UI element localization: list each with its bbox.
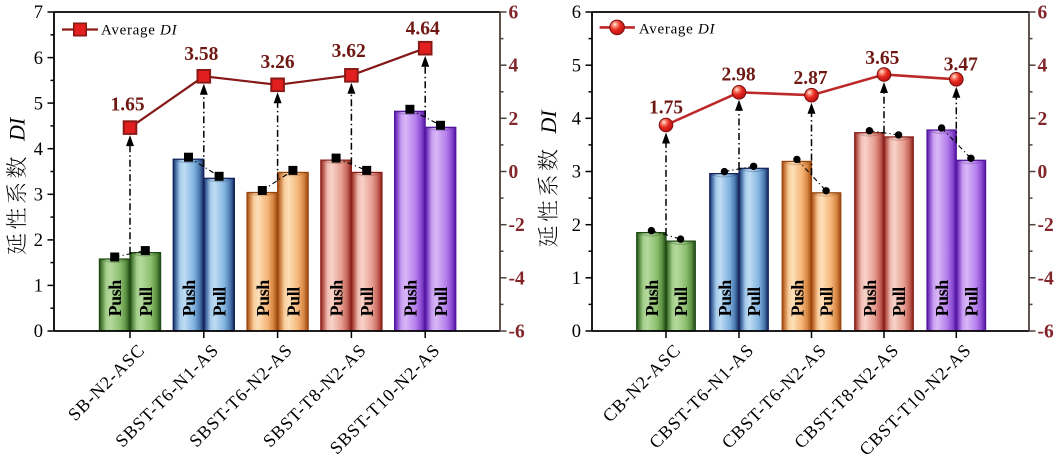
svg-text:6: 6 <box>1038 3 1048 24</box>
svg-text:3: 3 <box>572 163 581 183</box>
svg-text:2: 2 <box>572 216 581 236</box>
svg-text:1: 1 <box>572 269 581 289</box>
svg-text:-2: -2 <box>509 215 525 236</box>
svg-text:3.47: 3.47 <box>944 54 978 75</box>
svg-text:Push: Push <box>642 280 662 317</box>
svg-text:Push: Push <box>860 280 880 317</box>
svg-text:Average DI: Average DI <box>101 23 178 39</box>
svg-text:6: 6 <box>572 3 581 23</box>
svg-text:7: 7 <box>34 3 43 23</box>
svg-text:6: 6 <box>34 49 43 69</box>
svg-text:Pull: Pull <box>136 287 156 317</box>
svg-text:Push: Push <box>327 280 347 317</box>
svg-text:1.75: 1.75 <box>649 97 683 118</box>
svg-text:Push: Push <box>715 280 735 317</box>
svg-text:Push: Push <box>105 280 125 317</box>
svg-text:2.87: 2.87 <box>793 68 827 89</box>
svg-text:3.58: 3.58 <box>184 44 218 65</box>
svg-text:Push: Push <box>400 280 420 317</box>
svg-text:Pull: Pull <box>210 287 230 317</box>
svg-text:Push: Push <box>932 280 952 317</box>
svg-text:0: 0 <box>1038 162 1048 183</box>
svg-text:Pull: Pull <box>283 287 303 317</box>
svg-text:Pull: Pull <box>744 287 764 317</box>
svg-text:-6: -6 <box>1038 322 1054 343</box>
svg-text:Pull: Pull <box>889 287 909 317</box>
svg-text:1.65: 1.65 <box>110 95 144 116</box>
svg-text:1: 1 <box>34 277 43 297</box>
svg-text:5: 5 <box>34 94 43 114</box>
svg-text:3.62: 3.62 <box>332 41 366 62</box>
svg-text:Pull: Pull <box>961 287 981 317</box>
svg-text:2: 2 <box>509 109 519 130</box>
svg-text:Pull: Pull <box>671 287 691 317</box>
svg-text:4: 4 <box>509 56 519 77</box>
svg-text:3.26: 3.26 <box>261 52 295 73</box>
svg-text:3: 3 <box>34 186 43 206</box>
svg-text:Average DI: Average DI <box>639 21 716 37</box>
svg-text:DI: DI <box>536 109 561 135</box>
svg-text:Pull: Pull <box>357 287 377 317</box>
svg-text:-4: -4 <box>509 268 525 289</box>
svg-text:Pull: Pull <box>817 287 837 317</box>
svg-text:-2: -2 <box>1038 215 1054 236</box>
svg-text:-4: -4 <box>1038 268 1054 289</box>
svg-text:-6: -6 <box>509 322 525 343</box>
svg-text:4: 4 <box>572 110 581 130</box>
svg-text:Push: Push <box>179 280 199 317</box>
svg-text:4: 4 <box>34 140 43 160</box>
svg-text:2.98: 2.98 <box>721 64 755 85</box>
svg-text:6: 6 <box>509 3 519 24</box>
svg-text:4.64: 4.64 <box>406 19 440 40</box>
svg-text:4: 4 <box>1038 56 1048 77</box>
svg-text:2: 2 <box>34 231 43 251</box>
svg-text:0: 0 <box>34 322 43 342</box>
svg-text:0: 0 <box>509 162 519 183</box>
svg-text:5: 5 <box>572 56 581 76</box>
svg-text:Push: Push <box>253 280 273 317</box>
svg-text:0: 0 <box>572 322 581 342</box>
svg-text:DI: DI <box>5 116 30 142</box>
svg-text:3.65: 3.65 <box>865 48 899 69</box>
svg-text:Pull: Pull <box>431 287 451 317</box>
svg-text:Push: Push <box>787 280 807 317</box>
svg-text:2: 2 <box>1038 109 1048 130</box>
